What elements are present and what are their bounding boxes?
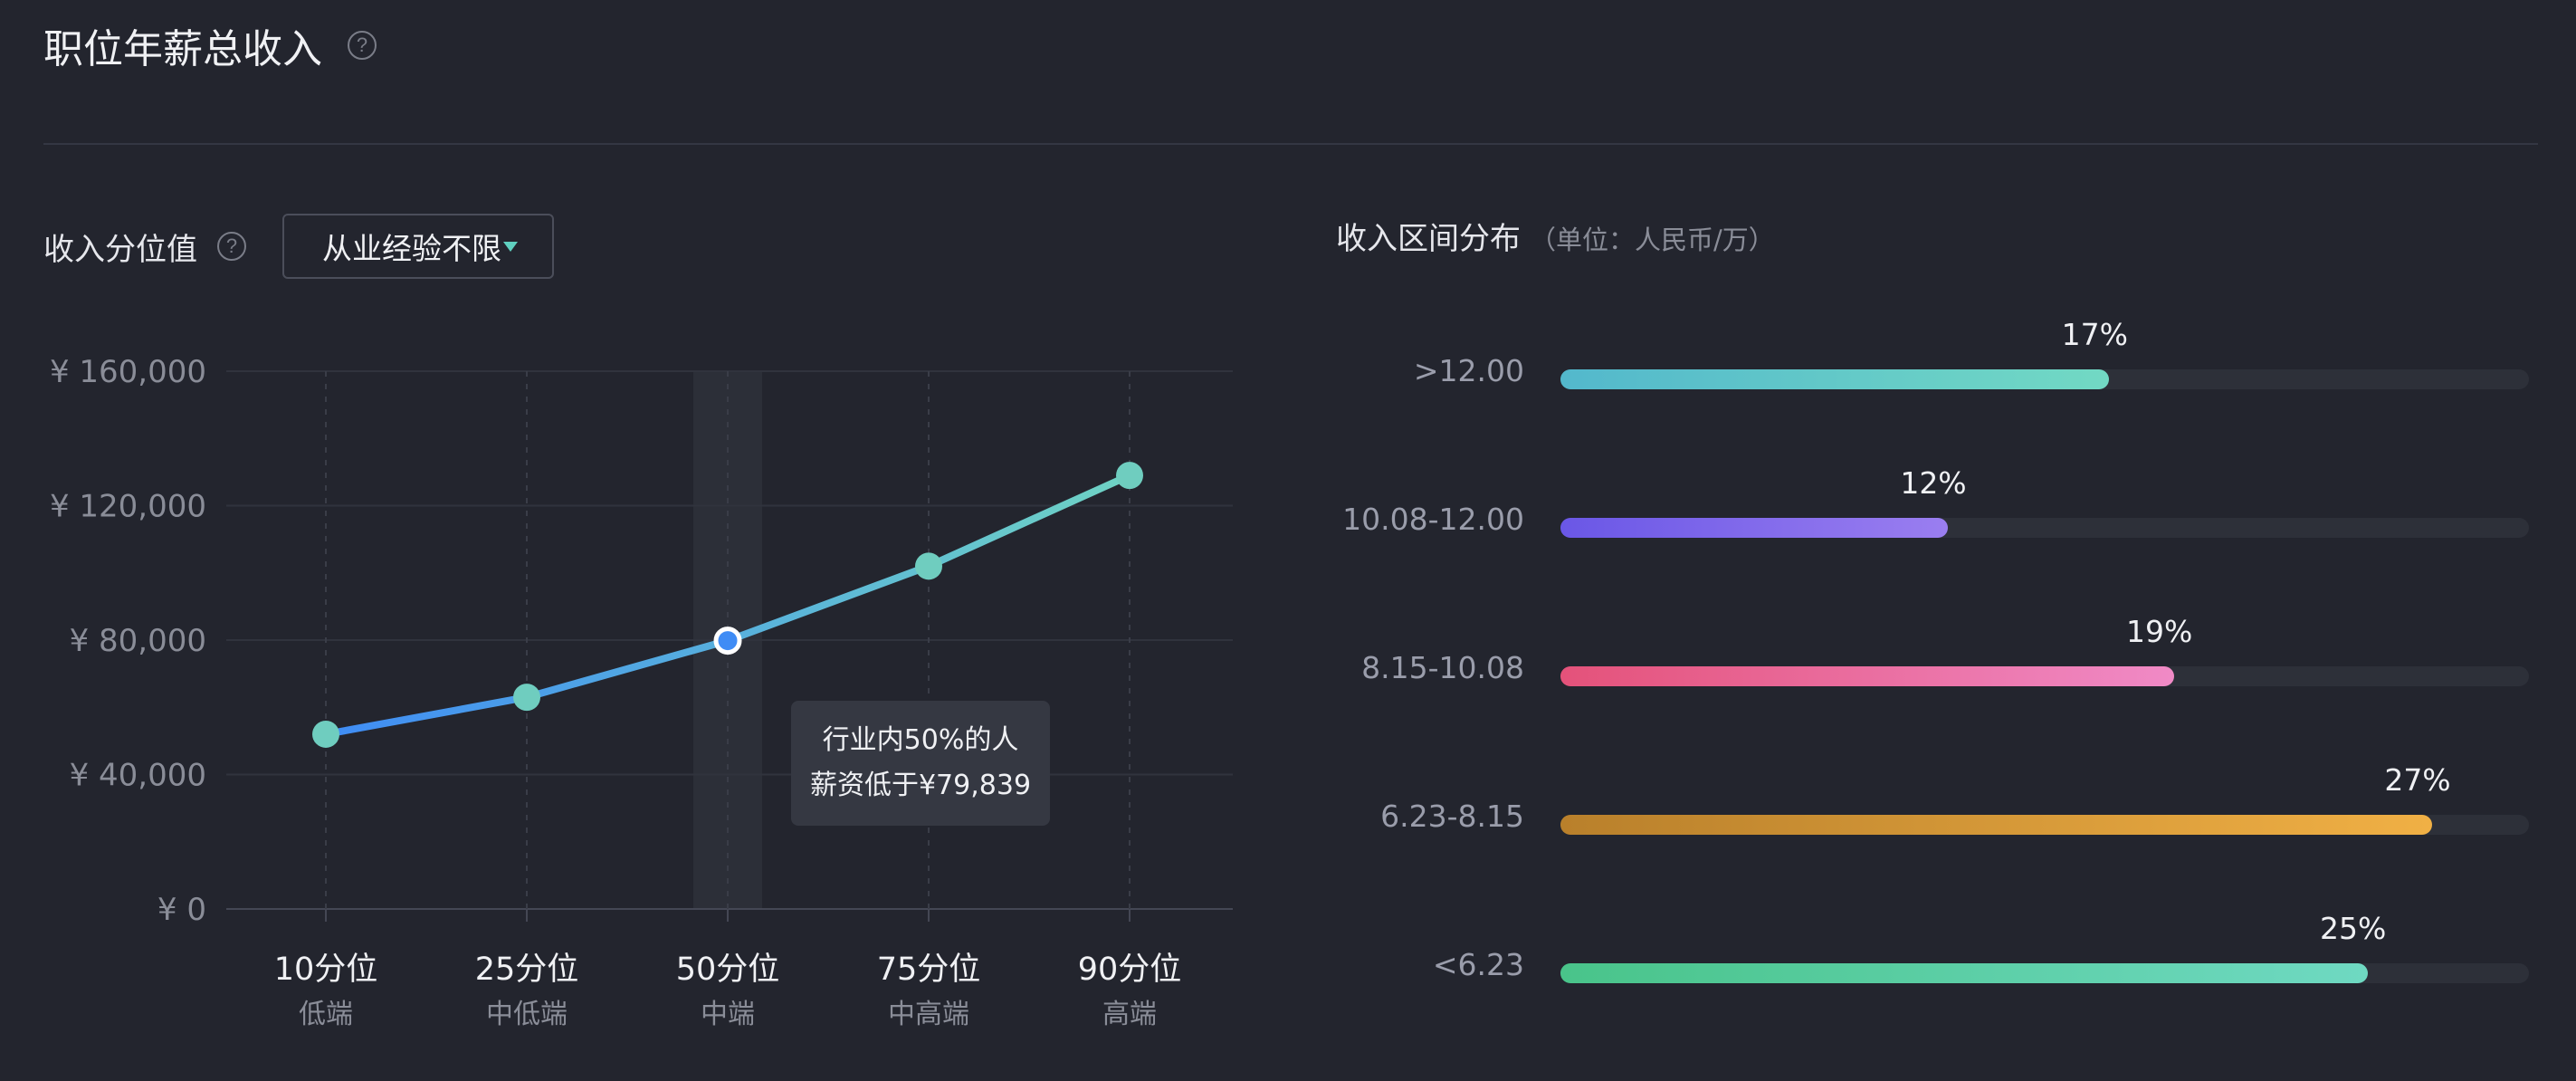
experience-dropdown[interactable]: 从业经验不限 xyxy=(282,214,554,279)
y-tick-label: ¥ 160,000 xyxy=(50,354,206,390)
distribution-row: 10.08-12.00 12% xyxy=(1336,465,2531,547)
distribution-category-label: >12.00 xyxy=(1413,353,1524,388)
distribution-bar xyxy=(1560,815,2432,835)
distribution-header: 收入区间分布 （单位：人民币/万） xyxy=(1336,214,1775,258)
x-tick-label: 90分位 xyxy=(1078,952,1182,988)
y-tick-label: ¥ 120,000 xyxy=(50,489,206,525)
data-point[interactable] xyxy=(513,684,540,712)
distribution-label: 收入区间分布 xyxy=(1336,221,1521,257)
data-point[interactable] xyxy=(1116,462,1143,490)
distribution-category-label: <6.23 xyxy=(1432,947,1524,982)
x-tick-label: 10分位 xyxy=(274,952,378,988)
distribution-row: >12.00 17% xyxy=(1336,317,2531,398)
distribution-value-label: 12% xyxy=(1900,465,1967,501)
x-tick-sublabel: 高端 xyxy=(1102,999,1157,1030)
x-tick-sublabel: 中低端 xyxy=(486,999,568,1030)
help-icon[interactable]: ? xyxy=(348,31,377,60)
distribution-category-label: 10.08-12.00 xyxy=(1342,502,1524,537)
percentile-label: 收入分位值 xyxy=(43,231,197,268)
distribution-track xyxy=(1560,369,2529,389)
y-tick-label: ¥ 40,000 xyxy=(70,758,206,794)
percentile-line-chart: ¥ 0 ¥ 40,000 ¥ 80,000 ¥ 120,000 ¥ 160,000 10… xyxy=(50,354,1233,1030)
data-point[interactable] xyxy=(915,552,942,580)
distribution-track xyxy=(1560,963,2529,983)
distribution-row: 6.23-8.15 27% xyxy=(1336,762,2531,844)
x-tick-label: 75分位 xyxy=(877,952,981,988)
distribution-value-label: 27% xyxy=(2384,762,2451,798)
distribution-track xyxy=(1560,666,2529,686)
experience-dropdown-value: 从业经验不限 xyxy=(322,231,501,266)
page-title: 职位年薪总收入 ? xyxy=(43,16,377,74)
y-tick-label: ¥ 80,000 xyxy=(70,623,206,659)
distribution-category-label: 6.23-8.15 xyxy=(1380,799,1524,834)
distribution-category-label: 8.15-10.08 xyxy=(1361,650,1524,685)
x-tick-sublabel: 低端 xyxy=(299,999,353,1030)
x-tick-sublabel: 中端 xyxy=(701,999,755,1030)
distribution-value-label: 19% xyxy=(2125,614,2193,649)
distribution-track xyxy=(1560,518,2529,538)
distribution-row: <6.23 25% xyxy=(1336,911,2531,992)
distribution-unit: （单位：人民币/万） xyxy=(1530,225,1775,255)
distribution-bar xyxy=(1560,666,2174,686)
y-tick-label: ¥ 0 xyxy=(157,892,206,928)
x-tick-sublabel: 中高端 xyxy=(888,999,969,1030)
distribution-row: 8.15-10.08 19% xyxy=(1336,614,2531,695)
distribution-value-label: 25% xyxy=(2319,911,2387,946)
x-tick-label: 50分位 xyxy=(676,952,780,988)
percentile-help-icon[interactable]: ? xyxy=(217,232,246,261)
tooltip-line-1: 行业内50%的人 xyxy=(822,724,1019,756)
distribution-bar xyxy=(1560,963,2368,983)
distribution-bar xyxy=(1560,369,2110,389)
data-point[interactable] xyxy=(312,720,339,748)
distribution-value-label: 17% xyxy=(2061,317,2129,352)
page-title-text: 职位年薪总收入 xyxy=(43,26,322,72)
distribution-bar xyxy=(1560,518,1948,538)
header-divider xyxy=(43,143,2538,145)
percentile-header: 收入分位值 ? 从业经验不限 xyxy=(43,214,554,279)
chevron-down-icon xyxy=(503,242,518,252)
tooltip-line-2: 薪资低于¥79,839 xyxy=(809,770,1032,801)
distribution-track xyxy=(1560,815,2529,835)
percentile-tooltip: 行业内50%的人 薪资低于¥79,839 xyxy=(791,701,1050,826)
data-point[interactable] xyxy=(713,627,742,655)
x-tick-label: 25分位 xyxy=(475,952,579,988)
